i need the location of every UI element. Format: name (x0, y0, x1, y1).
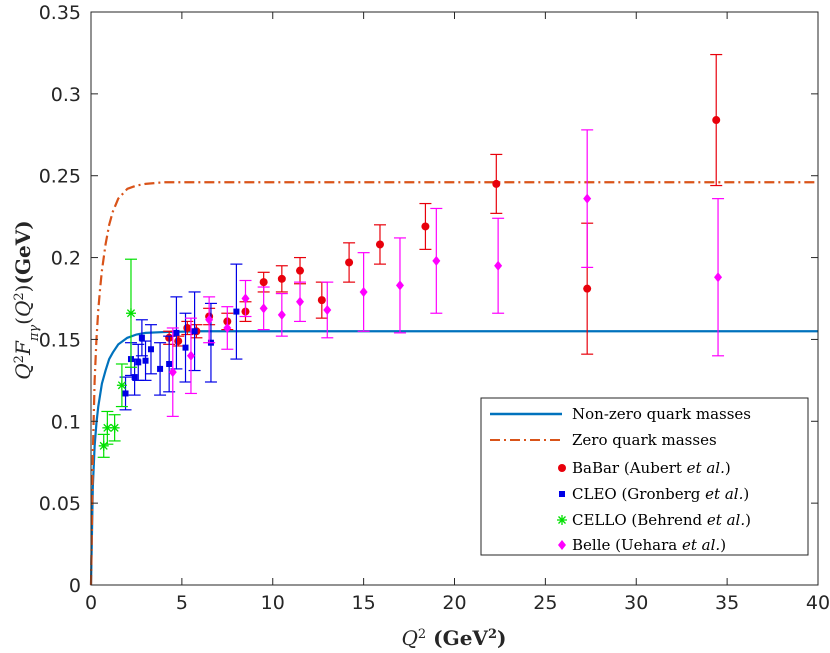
y-tick-label: 0.25 (39, 166, 81, 188)
legend-suffix: ) (745, 511, 751, 529)
legend-author: et al. (705, 485, 743, 503)
zero-quark-mass-curve (89, 181, 818, 586)
cleo-point (166, 360, 173, 367)
svg-text:BaBar (Aubert et al.): BaBar (Aubert et al.) (572, 459, 731, 477)
legend-label: CLEO (Gronberg (572, 485, 705, 503)
babar-point (296, 266, 305, 275)
belle-point (186, 350, 195, 361)
babar-point (345, 258, 354, 267)
x-tick-label: 40 (806, 592, 830, 614)
belle-point (359, 286, 368, 297)
y-axis-title: Q2Fπγ(Q2)(GeV) (11, 220, 42, 379)
belle-point (432, 255, 441, 266)
legend-suffix: ) (725, 459, 731, 477)
svg-text:CELLO (Behrend et al.): CELLO (Behrend et al.) (572, 511, 751, 529)
plot-area (89, 53, 818, 586)
x-tick-label: 35 (715, 592, 739, 614)
y-tick-label: 0.35 (39, 2, 81, 24)
babar-point (375, 240, 384, 249)
babar-point (583, 284, 592, 293)
legend-author: et al. (682, 536, 720, 554)
y-tick-label: 0.2 (51, 248, 81, 270)
cello-point (109, 422, 120, 433)
babar-point (277, 274, 286, 283)
legend-author: et al. (687, 459, 725, 477)
cleo-point (182, 344, 189, 351)
belle-point (241, 293, 250, 304)
x-tick-label: 0 (85, 592, 97, 614)
cleo-point (173, 329, 180, 336)
belle-point (223, 322, 232, 333)
x-tick-label: 30 (624, 592, 648, 614)
legend-label: BaBar (Aubert (572, 459, 687, 477)
legend-label: CELLO (Behrend (572, 511, 707, 529)
cleo-point (138, 334, 145, 341)
belle-point (277, 309, 286, 320)
legend-diamond-marker-icon (558, 540, 566, 550)
y-tick-label: 0.15 (39, 329, 81, 351)
legend-author: et al. (707, 511, 745, 529)
cleo-point (191, 328, 198, 335)
babar-point (174, 337, 183, 346)
y-tick-label: 0.1 (51, 411, 81, 433)
legend-item-zero-quark-masses: Zero quark masses (490, 431, 717, 449)
y-tick-label: 0.05 (39, 493, 81, 515)
babar-point (712, 116, 721, 125)
svg-text:Non-zero quark masses: Non-zero quark masses (572, 405, 751, 423)
legend-item-cleo: CLEO (Gronberg et al.) (559, 485, 749, 503)
legend-box (480, 397, 809, 556)
legend-circle-marker-icon (558, 464, 566, 472)
legend-item-babar: BaBar (Aubert et al.) (558, 459, 731, 477)
cleo-point (135, 359, 142, 366)
legend-label: Zero quark masses (572, 431, 717, 449)
legend-label: Belle (Uehara (572, 536, 682, 554)
legend-suffix: ) (720, 536, 726, 554)
legend-suffix: ) (743, 485, 749, 503)
cello-point (98, 440, 109, 451)
legend-square-marker-icon (559, 491, 565, 497)
belle-point (259, 303, 268, 314)
legend-item-cello: CELLO (Behrend et al.) (557, 511, 751, 529)
x-tick-label: 10 (261, 592, 285, 614)
x-axis-title: Q2 (GeV2) (402, 626, 507, 650)
cleo-point (157, 365, 164, 372)
svg-text:Zero quark masses: Zero quark masses (572, 431, 717, 449)
y-tick-label: 0 (69, 575, 81, 597)
belle-point (323, 304, 332, 315)
legend-item-belle: Belle (Uehara et al.) (558, 536, 726, 554)
svg-text:Belle (Uehara et al.): Belle (Uehara et al.) (572, 536, 726, 554)
legend-item-non-zero-quark-masses: Non-zero quark masses (490, 405, 751, 423)
cleo-point (131, 374, 138, 381)
cello-point (125, 308, 136, 319)
belle-point (205, 314, 214, 325)
axes: 0 5 10 15 20 25 30 35 40 0 0.05 0.1 0.15 0.2 0.25 0.3 0.… (39, 2, 830, 614)
belle-point (395, 280, 404, 291)
babar-point (317, 296, 326, 305)
legend-asterisk-marker-icon (557, 515, 567, 525)
legend-label: Non-zero quark masses (572, 405, 751, 423)
belle-point (714, 272, 723, 283)
x-tick-label: 20 (442, 592, 466, 614)
babar-point (183, 323, 192, 332)
babar-point (492, 179, 501, 188)
babar-point (421, 222, 430, 231)
y-tick-label: 0.3 (51, 84, 81, 106)
belle-point (583, 193, 592, 204)
cleo-point (233, 308, 240, 315)
belle-point (168, 367, 177, 378)
cleo-point (147, 346, 154, 353)
babar-point (259, 278, 268, 287)
cleo-point (142, 357, 149, 364)
cleo-point (122, 390, 129, 397)
cello-point (116, 380, 127, 391)
x-tick-label: 15 (352, 592, 376, 614)
svg-text:CLEO (Gronberg et al.): CLEO (Gronberg et al.) (572, 485, 749, 503)
belle-point (296, 296, 305, 307)
belle-point (494, 260, 503, 271)
legend: Non-zero quark masses Zero quark masses … (480, 397, 809, 556)
x-tick-label: 25 (533, 592, 557, 614)
x-tick-label: 5 (176, 592, 188, 614)
nonzero-quark-mass-curve (89, 330, 818, 586)
